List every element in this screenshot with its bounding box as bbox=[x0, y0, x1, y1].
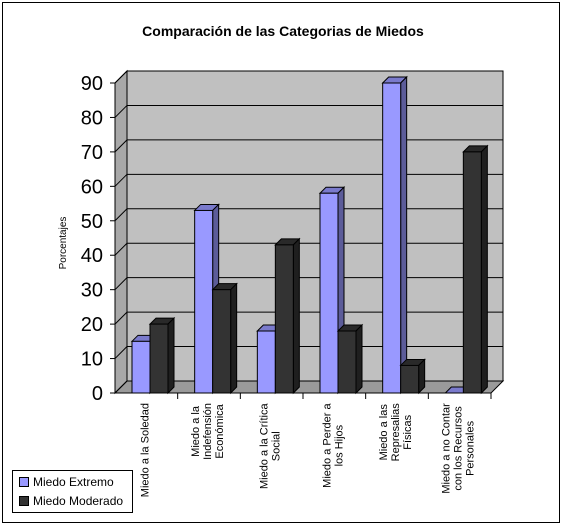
x-tick-label: Miedo a Perder alos Hijos bbox=[321, 403, 345, 488]
x-tick-label: Miedo a la CríticaSocial bbox=[259, 403, 283, 489]
bar bbox=[274, 237, 301, 395]
bar-front bbox=[382, 82, 402, 394]
bar-front bbox=[212, 289, 232, 394]
y-tick-label: 10 bbox=[81, 349, 103, 371]
chart-axes bbox=[114, 83, 492, 399]
bar-side bbox=[292, 237, 300, 395]
bar bbox=[381, 75, 408, 395]
bar-front bbox=[131, 340, 151, 394]
bar-front bbox=[256, 330, 276, 394]
gridline bbox=[114, 346, 503, 359]
legend-label-extremo: Miedo Extremo bbox=[33, 475, 114, 489]
bar-side bbox=[480, 144, 488, 395]
chart-frame: Comparación de las Categorias de Miedos … bbox=[2, 2, 560, 523]
gridline bbox=[114, 139, 503, 153]
gridline bbox=[114, 380, 503, 394]
legend-swatch-moderado bbox=[19, 496, 29, 506]
bar-side bbox=[230, 282, 238, 395]
legend-label-moderado: Miedo Moderado bbox=[33, 494, 124, 508]
bar-chart: Comparación de las Categorias de Miedos … bbox=[58, 23, 505, 498]
chart-title: Comparación de las Categorias de Miedos bbox=[142, 23, 424, 39]
bar-front bbox=[462, 151, 482, 394]
x-tick-label-line: Miedo a no Contar bbox=[441, 403, 453, 494]
legend: Miedo Extremo Miedo Moderado bbox=[12, 470, 133, 513]
bar-front bbox=[400, 364, 420, 394]
x-tick-label-line: Físicas bbox=[402, 414, 414, 449]
y-axis-label: Porcentajes bbox=[58, 217, 69, 270]
bar-front bbox=[274, 244, 294, 394]
y-tick-label: 40 bbox=[81, 245, 103, 267]
y-tick-label: 20 bbox=[81, 314, 103, 336]
x-tick-label-line: Miedo a la Crítica bbox=[259, 403, 271, 489]
bars bbox=[130, 75, 489, 395]
gridline bbox=[114, 208, 503, 222]
side-wall bbox=[114, 69, 128, 395]
y-tick-label: 90 bbox=[81, 73, 103, 95]
x-tick-label: Miedo a laIndefensiónEconómica bbox=[190, 403, 226, 460]
gridline bbox=[114, 277, 503, 291]
legend-item-moderado: Miedo Moderado bbox=[19, 493, 123, 509]
bar bbox=[211, 282, 238, 395]
x-tick-label: Miedo a no Contarcon los RecursosPersona… bbox=[441, 403, 477, 494]
x-tick-label-line: Miedo a la Soledad bbox=[139, 403, 151, 497]
y-tick-label: 60 bbox=[81, 176, 103, 198]
x-tick-label-line: los Hijos bbox=[333, 424, 345, 466]
x-tick-label-line: Miedo a la bbox=[190, 405, 202, 457]
y-tick-label: 30 bbox=[81, 280, 103, 302]
legend-swatch-extremo bbox=[19, 477, 29, 487]
bar bbox=[399, 358, 426, 395]
x-tick-label-line: Económica bbox=[214, 403, 226, 458]
bar bbox=[462, 144, 489, 395]
y-tick-label: 0 bbox=[92, 383, 103, 405]
x-tick-label-line: Miedo a Perder a bbox=[321, 403, 333, 488]
x-tick-label: Miedo a la Soledad bbox=[139, 403, 151, 497]
x-tick-label: Miedo a lasRepresaliasFísicas bbox=[378, 403, 414, 462]
x-tick-label-line: Personales bbox=[465, 420, 477, 476]
legend-item-extremo: Miedo Extremo bbox=[19, 474, 114, 490]
gridline bbox=[114, 242, 503, 256]
gridline bbox=[114, 70, 503, 84]
bar-side bbox=[418, 358, 426, 395]
gridline bbox=[114, 311, 503, 325]
x-tick-label-line: Miedo a las bbox=[378, 404, 390, 461]
bar-side bbox=[167, 316, 175, 395]
x-tick-label-line: Represalias bbox=[390, 403, 402, 462]
gridline bbox=[114, 173, 503, 187]
bar bbox=[148, 316, 176, 395]
x-tick-label-line: con los Recursos bbox=[453, 406, 465, 491]
gridlines bbox=[110, 70, 503, 394]
x-tick-label-line: Indefensión bbox=[202, 403, 214, 460]
bar-front bbox=[337, 330, 357, 394]
bar-side bbox=[355, 323, 363, 395]
bar-front bbox=[319, 192, 339, 394]
bar-side bbox=[400, 75, 408, 395]
bar-front bbox=[149, 323, 169, 394]
y-tick-label: 50 bbox=[81, 211, 103, 233]
bar-front bbox=[194, 209, 214, 394]
back-wall bbox=[126, 70, 504, 382]
x-tick-labels: Miedo a la Soledad Miedo a laIndefensiónE… bbox=[139, 403, 476, 498]
bar bbox=[336, 323, 364, 395]
gridline bbox=[114, 104, 503, 118]
y-tick-labels: 0 10 20 30 40 50 60 70 80 90 bbox=[81, 73, 103, 405]
y-tick-label: 70 bbox=[81, 142, 103, 164]
y-tick-label: 80 bbox=[81, 107, 103, 129]
x-tick-label-line: Social bbox=[271, 431, 283, 461]
